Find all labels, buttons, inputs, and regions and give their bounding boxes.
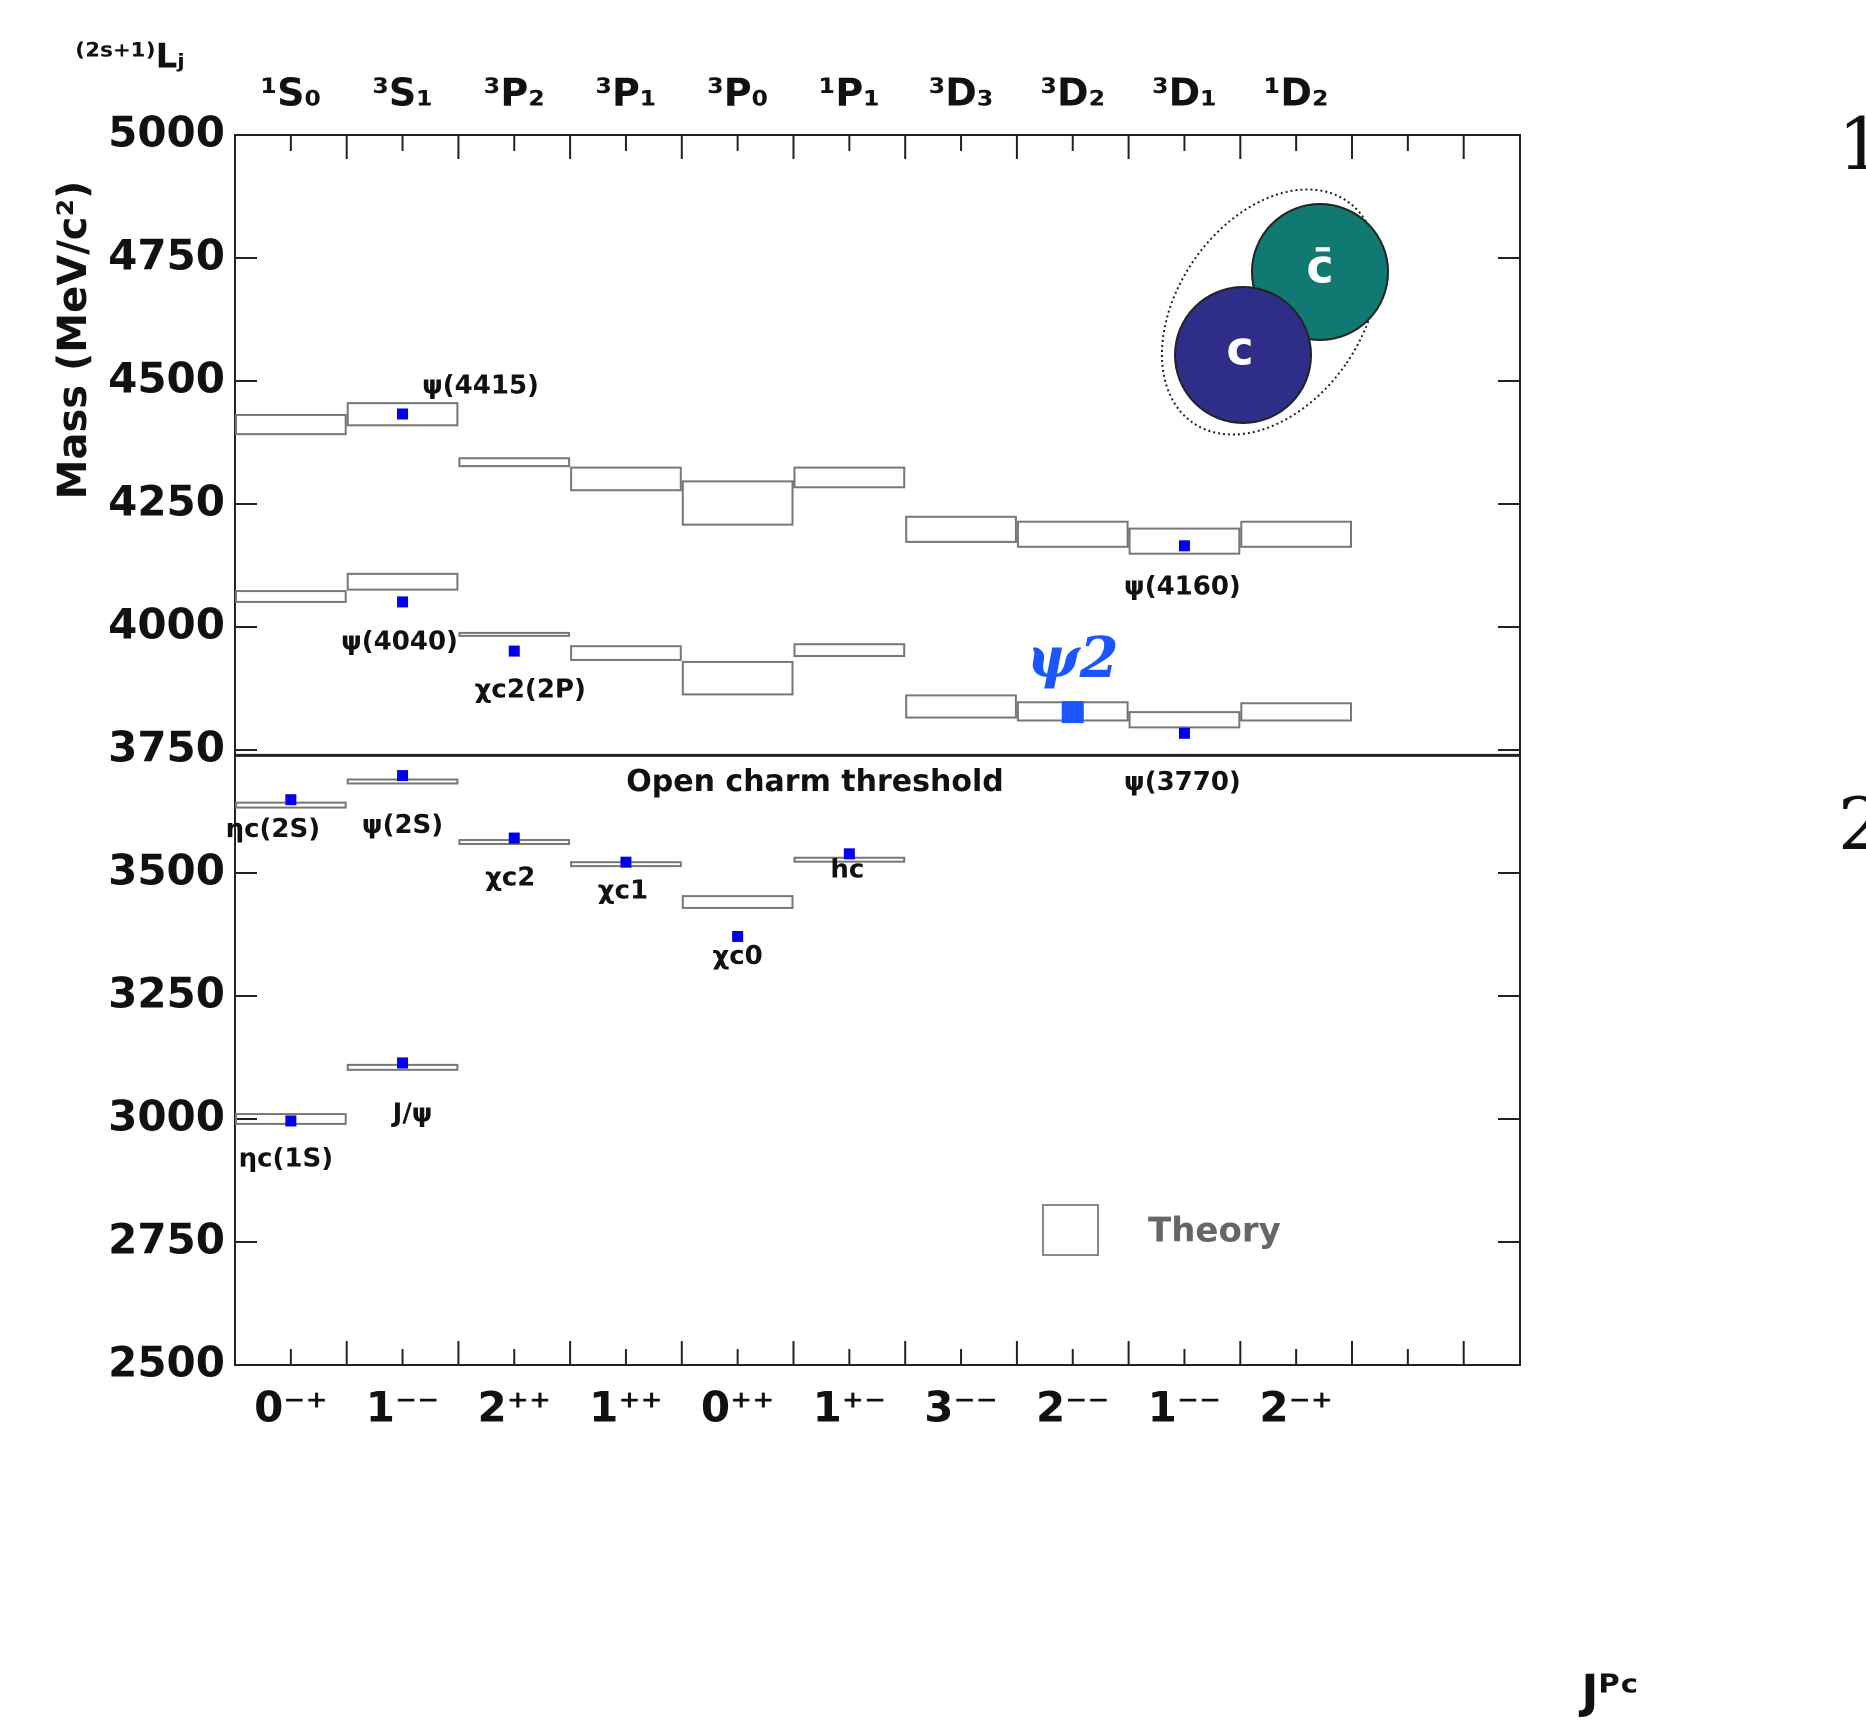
- theory-box: [683, 896, 793, 908]
- theory-box: [1130, 712, 1240, 727]
- x-axis-label: Jᴾᶜ: [1578, 1665, 1638, 1719]
- x-tick-label: 2⁻⁺: [1259, 1383, 1333, 1432]
- x-tick-label: 1⁺⁺: [589, 1383, 663, 1432]
- theory-box: [683, 481, 793, 524]
- antiquark-label: c̄: [1306, 240, 1333, 294]
- y-tick-label: 4250: [108, 477, 225, 526]
- term-label: ³D₁: [1152, 71, 1217, 115]
- state-point: [509, 833, 520, 844]
- theory-box: [1241, 522, 1351, 547]
- y-tick-label: 4750: [108, 231, 225, 280]
- side-label: 2: [1838, 782, 1866, 866]
- legend-label: Theory: [1148, 1211, 1281, 1251]
- state-point: [397, 1057, 408, 1068]
- header-label: ⁽²ˢ⁺¹⁾Lⱼ: [75, 37, 184, 77]
- state-label: ηc(1S): [239, 1143, 334, 1173]
- state-label: ψ(3770): [1124, 767, 1241, 797]
- theory-box: [571, 468, 681, 491]
- state-label: ψ(4415): [422, 370, 539, 400]
- term-label: ³D₃: [929, 71, 994, 115]
- theory-box: [795, 468, 905, 488]
- x-tick-label: 1⁻⁻: [366, 1383, 440, 1432]
- state-point: [509, 646, 520, 657]
- term-label: ¹D₂: [1264, 71, 1329, 115]
- term-label: ³P₀: [707, 71, 768, 115]
- state-label: hc: [830, 854, 864, 884]
- y-tick-label: 3500: [108, 846, 225, 895]
- state-point: [1062, 701, 1084, 723]
- y-tick-label: 2750: [108, 1215, 225, 1264]
- state-point: [285, 794, 296, 805]
- state-point: [285, 1115, 296, 1126]
- state-point: [620, 857, 631, 868]
- state-label: χc1: [598, 876, 648, 906]
- theory-box: [1018, 522, 1128, 547]
- term-label: ³P₂: [484, 71, 545, 115]
- x-tick-label: 1⁺⁻: [813, 1383, 887, 1432]
- y-tick-label: 5000: [108, 108, 225, 157]
- term-label: ³D₂: [1040, 71, 1105, 115]
- term-label: ¹S₀: [261, 71, 322, 115]
- theory-box: [795, 644, 905, 656]
- theory-box: [906, 517, 1016, 542]
- state-point: [397, 596, 408, 607]
- molecule-icon: c̄ c: [1117, 149, 1423, 476]
- x-tick-label: 0⁻⁺: [254, 1383, 328, 1432]
- quark-label: c: [1226, 322, 1253, 376]
- theory-box: [906, 695, 1016, 717]
- x-tick-label: 1⁻⁻: [1148, 1383, 1222, 1432]
- theory-box: [683, 662, 793, 694]
- state-label: χc2: [485, 863, 535, 893]
- y-tick-label: 2500: [108, 1338, 225, 1387]
- term-label: ¹P₁: [819, 71, 880, 115]
- theory-box: [236, 591, 346, 602]
- state-label: ηc(2S): [226, 814, 321, 844]
- state-point: [1179, 728, 1190, 739]
- y-tick-label: 3250: [108, 969, 225, 1018]
- x-tick-label: 2⁻⁻: [1036, 1383, 1110, 1432]
- threshold-label: Open charm threshold: [626, 764, 1003, 799]
- state-label: J/ψ: [391, 1098, 433, 1128]
- x-tick-label: 0⁺⁺: [701, 1383, 775, 1432]
- x-tick-label: 2⁺⁺: [477, 1383, 551, 1432]
- state-point: [397, 770, 408, 781]
- theory-box: [1241, 703, 1351, 720]
- state-label: ψ2: [1027, 625, 1119, 691]
- side-label: 1: [1838, 102, 1866, 186]
- chart: ⁽²ˢ⁺¹⁾Lⱼ Jᴾᶜ Mass (MeV/c²) c̄ c Theory 2…: [0, 0, 1866, 1735]
- theory-box: [236, 415, 346, 434]
- theory-box: [459, 633, 569, 636]
- state-label: χc0: [713, 941, 763, 971]
- x-tick-label: 3⁻⁻: [924, 1383, 998, 1432]
- term-label: ³P₁: [595, 71, 656, 115]
- state-label: ψ(4160): [1124, 571, 1241, 601]
- term-label: ³S₁: [372, 71, 433, 115]
- y-tick-label: 4000: [108, 600, 225, 649]
- y-tick-label: 3750: [108, 723, 225, 772]
- state-label: ψ(4040): [341, 626, 458, 656]
- legend-swatch: [1043, 1205, 1098, 1255]
- state-label: χc2(2P): [475, 675, 586, 705]
- y-axis-label: Mass (MeV/c²): [50, 181, 96, 500]
- state-point: [1179, 540, 1190, 551]
- state-label: ψ(2S): [362, 810, 443, 840]
- y-tick-label: 4500: [108, 354, 225, 403]
- y-tick-label: 3000: [108, 1092, 225, 1141]
- state-point: [397, 408, 408, 419]
- theory-box: [348, 574, 458, 590]
- theory-box: [571, 646, 681, 660]
- theory-box: [459, 458, 569, 466]
